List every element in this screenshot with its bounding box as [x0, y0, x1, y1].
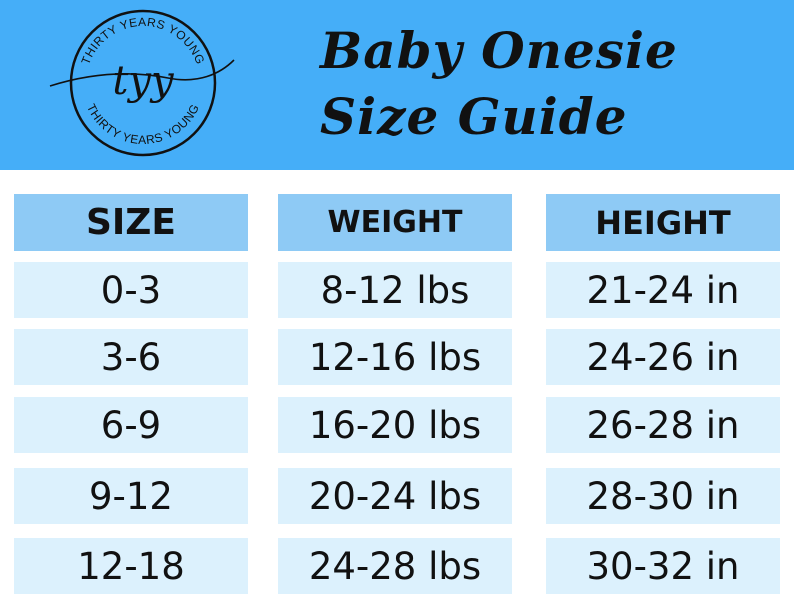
- weight-cell: 20-24 lbs: [278, 468, 512, 524]
- size-cell: 3-6: [14, 329, 248, 385]
- height-cell: 28-30 in: [546, 468, 780, 524]
- height-cell: 24-26 in: [546, 329, 780, 385]
- header-banner: THIRTY YEARS YOUNG THIRTY YEARS YOUNG ty…: [0, 0, 794, 170]
- logo-ring-text-bottom: THIRTY YEARS YOUNG: [84, 102, 202, 147]
- page-title: Baby Onesie Size Guide: [320, 18, 678, 150]
- size-header: SIZE: [14, 194, 248, 251]
- title-line-1: Baby Onesie: [320, 21, 678, 80]
- size-cell: 9-12: [14, 468, 248, 524]
- weight-cell: 16-20 lbs: [278, 397, 512, 453]
- svg-text:THIRTY YEARS YOUNG: THIRTY YEARS YOUNG: [84, 102, 202, 147]
- height-cell: 30-32 in: [546, 538, 780, 594]
- size-cell: 12-18: [14, 538, 248, 594]
- height-header: HEIGHT: [546, 194, 780, 251]
- weight-header: WEIGHT: [278, 194, 512, 251]
- height-cell: 26-28 in: [546, 397, 780, 453]
- title-line-2: Size Guide: [320, 87, 628, 146]
- size-cell: 6-9: [14, 397, 248, 453]
- height-cell: 21-24 in: [546, 262, 780, 318]
- weight-cell: 8-12 lbs: [278, 262, 512, 318]
- logo-monogram: tyy: [112, 58, 175, 104]
- weight-cell: 12-16 lbs: [278, 329, 512, 385]
- size-cell: 0-3: [14, 262, 248, 318]
- weight-cell: 24-28 lbs: [278, 538, 512, 594]
- brand-logo: THIRTY YEARS YOUNG THIRTY YEARS YOUNG ty…: [49, 9, 235, 157]
